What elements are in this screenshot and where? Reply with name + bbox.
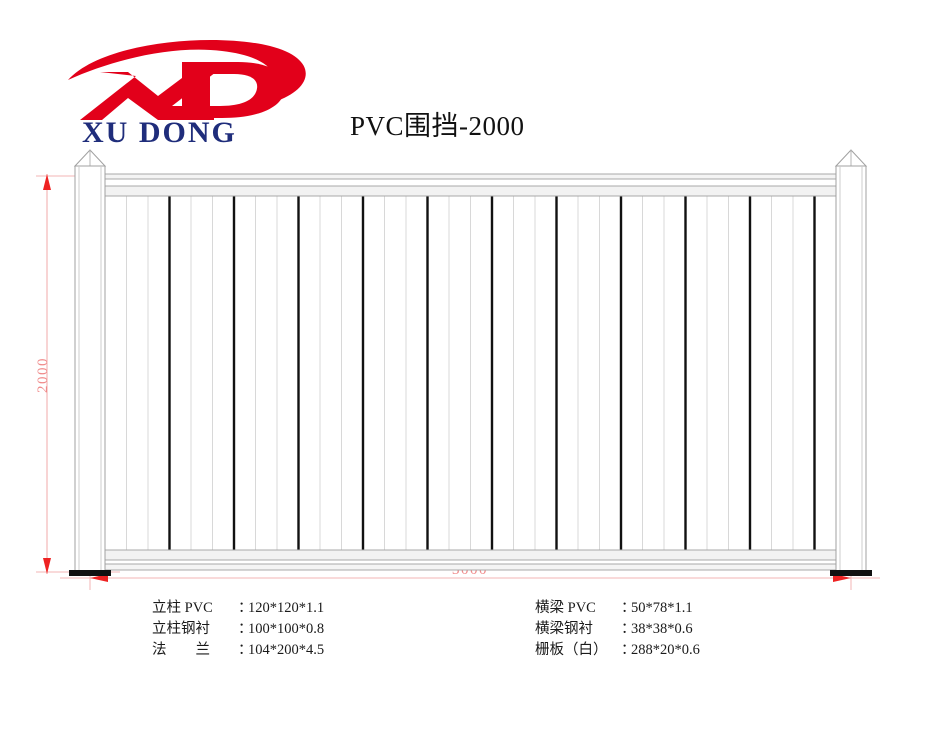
- right-post-flange: [830, 570, 872, 576]
- spec-block-post: 立柱 PVC： 120*120*1.1 立柱钢衬： 100*100*0.8 法 兰：…: [152, 598, 324, 661]
- spec-value: 288*20*0.6: [631, 642, 700, 658]
- spec-label: 横梁钢衬: [535, 621, 593, 637]
- spec-value: 104*200*4.5: [248, 642, 325, 658]
- height-arrow-up-icon: [43, 174, 51, 190]
- spec-row: 立柱钢衬 ： 100*100*0.8: [152, 619, 324, 640]
- spec-colon: ：: [621, 600, 636, 616]
- spec-label: 栅板（白）: [535, 642, 608, 658]
- spec-row: 立柱 PVC ： 120*120*1.1: [152, 598, 324, 619]
- page-title: PVC围挡-2000: [350, 111, 525, 141]
- spec-row: 栅板（白） ： 288*20*0.6: [535, 640, 700, 661]
- left-post: [69, 149, 111, 576]
- left-post-body: [74, 165, 106, 573]
- spec-colon: ：: [238, 621, 253, 637]
- top-rails: [92, 173, 846, 197]
- bottom-rail-outer: [92, 563, 846, 571]
- spec-label: 法 兰: [152, 642, 210, 658]
- spec-colon: ：: [621, 642, 636, 658]
- logo-graphic: XU DONG: [68, 39, 306, 146]
- top-rail-inner: [104, 185, 839, 197]
- logo-letter-x: [80, 72, 216, 120]
- spec-label: 横梁 PVC: [535, 600, 596, 616]
- fence-slats: [105, 196, 836, 550]
- spec-label: 立柱 PVC: [152, 600, 213, 616]
- spec-colon: ：: [238, 642, 253, 658]
- spec-colon: ：: [238, 600, 253, 616]
- spec-value: 50*78*1.1: [631, 600, 693, 616]
- height-arrow-down-icon: [43, 558, 51, 574]
- logo-swoosh-icon: [68, 39, 306, 113]
- spec-row: 横梁 PVC ： 50*78*1.1: [535, 598, 700, 619]
- left-post-flange: [69, 570, 111, 576]
- spec-value: 100*100*0.8: [248, 621, 325, 637]
- logo-wordmark: XU DONG: [82, 116, 237, 146]
- bottom-rails: [92, 549, 846, 571]
- spec-block-rail: 横梁 PVC： 50*78*1.1 横梁钢衬： 38*38*0.6 栅板（白）： 28…: [535, 598, 700, 661]
- spec-value: 38*38*0.6: [631, 621, 693, 637]
- height-dimension-label: 2000: [35, 357, 51, 393]
- company-logo: XU DONG: [62, 36, 342, 146]
- spec-row: 法 兰 ： 104*200*4.5: [152, 640, 324, 661]
- bottom-rail-inner: [104, 549, 839, 561]
- spec-value: 120*120*1.1: [248, 600, 325, 616]
- right-post: [830, 149, 872, 576]
- logo-d-counter: [210, 74, 258, 106]
- top-rail-outer: [92, 173, 846, 180]
- spec-colon: ：: [621, 621, 636, 637]
- spec-row: 横梁钢衬 ： 38*38*0.6: [535, 619, 700, 640]
- spec-label: 立柱钢衬: [152, 621, 210, 637]
